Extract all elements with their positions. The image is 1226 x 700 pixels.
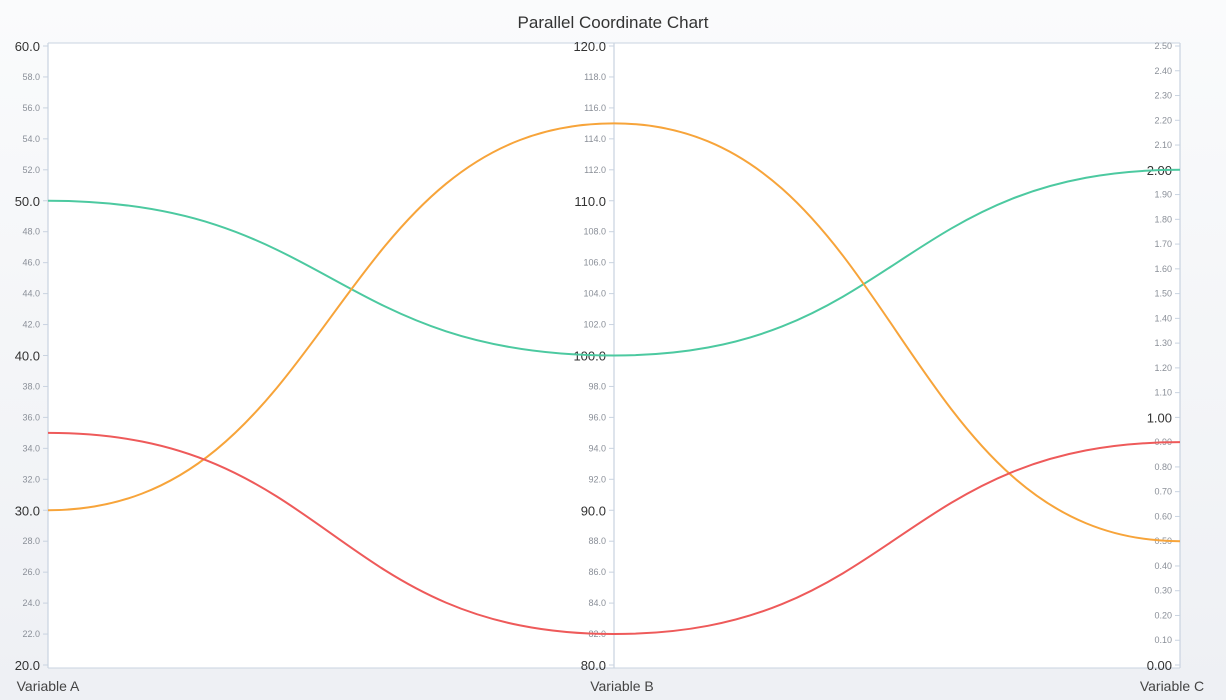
- variable-c-tick-label: 0.80: [1154, 462, 1172, 472]
- variable-c-tick-label: 1.60: [1154, 264, 1172, 274]
- variable-c-tick-label: 1.00: [1147, 410, 1172, 425]
- variable-c-tick-label: 2.40: [1154, 66, 1172, 76]
- variable-a-axis-label: Variable A: [17, 678, 80, 694]
- variable-b-axis-label: Variable B: [590, 678, 654, 694]
- series-group: [47, 122, 1181, 636]
- variable-a-tick-label: 34.0: [22, 443, 40, 453]
- variable-c-tick-label: 1.70: [1154, 239, 1172, 249]
- variable-b-tick-label: 108.0: [583, 227, 606, 237]
- variable-b-tick-label: 98.0: [588, 381, 606, 391]
- variable-a-tick-label: 26.0: [22, 567, 40, 577]
- variable-b-tick-label: 86.0: [588, 567, 606, 577]
- variable-a-tick-label: 52.0: [22, 165, 40, 175]
- variable-c-tick-label: 0.20: [1154, 610, 1172, 620]
- variable-b-tick-label: 92.0: [588, 474, 606, 484]
- variable-a-tick-label: 38.0: [22, 381, 40, 391]
- variable-c-tick-label: 2.30: [1154, 91, 1172, 101]
- variable-c-tick-label: 1.40: [1154, 313, 1172, 323]
- variable-b-tick-label: 84.0: [588, 598, 606, 608]
- variable-b-tick-label: 116.0: [584, 103, 606, 113]
- variable-a-tick-label: 32.0: [22, 474, 40, 484]
- variable-c-tick-label: 0.30: [1154, 586, 1172, 596]
- chart-title: Parallel Coordinate Chart: [518, 13, 709, 32]
- variable-b-tick-label: 80.0: [581, 658, 606, 673]
- variable-a-tick-label: 42.0: [22, 320, 40, 330]
- variable-a-tick-label: 54.0: [22, 134, 40, 144]
- variable-c-tick-label: 1.30: [1154, 338, 1172, 348]
- variable-b-tick-label: 90.0: [581, 503, 606, 518]
- series-line-1: [47, 168, 1181, 357]
- variable-a-tick-label: 28.0: [22, 536, 40, 546]
- variable-a-tick-label: 50.0: [15, 194, 40, 209]
- variable-c-axis-label: Variable C: [1140, 678, 1204, 694]
- variable-b-tick-label: 120.0: [573, 39, 606, 54]
- variable-c-tick-label: 0.00: [1147, 658, 1172, 673]
- variable-c-tick-label: 2.50: [1154, 41, 1172, 51]
- variable-c-tick-label: 1.20: [1154, 363, 1172, 373]
- variable-a-tick-label: 56.0: [22, 103, 40, 113]
- variable-b-tick-label: 112.0: [584, 165, 606, 175]
- series-line-3: [47, 431, 1181, 636]
- variable-a-tick-label: 60.0: [15, 39, 40, 54]
- variable-b-tick-label: 118.0: [584, 72, 606, 82]
- variable-a-tick-label: 20.0: [15, 658, 40, 673]
- variable-c-tick-label: 1.90: [1154, 190, 1172, 200]
- variable-c-tick-label: 0.10: [1154, 635, 1172, 645]
- variable-a-tick-label: 22.0: [22, 629, 40, 639]
- variable-a-tick-label: 48.0: [22, 227, 40, 237]
- variable-b-tick-label: 104.0: [583, 289, 606, 299]
- variable-c-tick-label: 0.60: [1154, 511, 1172, 521]
- variable-a-tick-label: 30.0: [15, 503, 40, 518]
- variable-c-tick-label: 0.70: [1154, 487, 1172, 497]
- variable-a-tick-label: 40.0: [15, 349, 40, 364]
- axes-group: 20.0 22.0 24.0 26.0 28.0 30.0 32.0 34.0 36.0 38.0…: [15, 39, 1204, 694]
- variable-b-tick-label: 88.0: [588, 536, 606, 546]
- variable-c-tick-label: 1.10: [1154, 388, 1172, 398]
- variable-a-tick-label: 36.0: [22, 412, 40, 422]
- series-line-2: [47, 122, 1181, 543]
- variable-c-tick-label: 2.10: [1154, 140, 1172, 150]
- variable-b-tick-label: 94.0: [588, 443, 606, 453]
- variable-a-tick-label: 58.0: [22, 72, 40, 82]
- variable-a-tick-label: 46.0: [22, 258, 40, 268]
- variable-c-tick-label: 1.80: [1154, 214, 1172, 224]
- variable-b-tick-label: 110.0: [574, 194, 606, 209]
- variable-a-tick-label: 44.0: [22, 289, 40, 299]
- variable-a-tick-label: 24.0: [22, 598, 40, 608]
- variable-c-tick-label: 0.40: [1154, 561, 1172, 571]
- variable-b-tick-label: 114.0: [584, 134, 606, 144]
- variable-b-tick-label: 106.0: [583, 258, 606, 268]
- variable-c-tick-label: 1.50: [1154, 289, 1172, 299]
- variable-c-tick-label: 2.20: [1154, 115, 1172, 125]
- variable-b-tick-label: 102.0: [583, 320, 606, 330]
- variable-b-tick-label: 96.0: [588, 412, 606, 422]
